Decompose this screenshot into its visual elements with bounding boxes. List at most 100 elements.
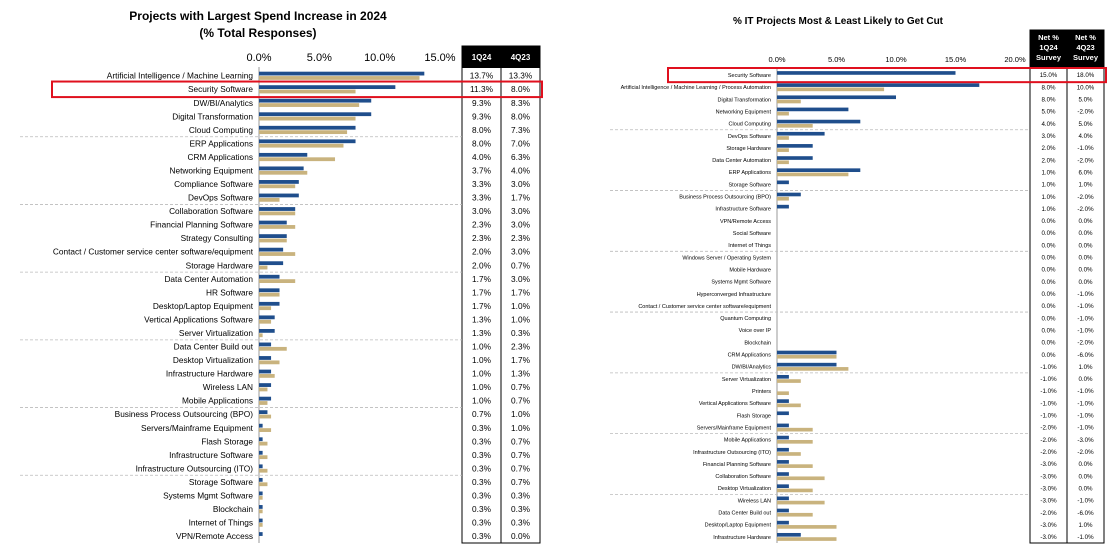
value-cell-series2: 6.3%: [511, 152, 531, 162]
x-tick-label: 20.0%: [1004, 55, 1026, 64]
value-cell-series1: -2.0%: [1040, 437, 1057, 444]
bar-series1: [777, 532, 801, 537]
bar-series1: [777, 131, 825, 136]
bar-series1: [777, 447, 789, 452]
bar-series1: [777, 95, 896, 100]
value-cell-series2: 0.0%: [1078, 473, 1093, 480]
value-cell-series1: -2.0%: [1040, 449, 1057, 456]
bar-series1: [259, 288, 280, 293]
category-label: Quantum Computing: [720, 316, 771, 322]
bar-series1: [259, 423, 263, 428]
category-label: Business Process Outsourcing (BPO): [679, 195, 771, 201]
value-cell-series1: 4.0%: [472, 152, 492, 162]
bar-series2: [259, 238, 287, 243]
bar-series1: [777, 119, 861, 124]
bar-series1: [259, 193, 299, 198]
value-cell-series1: -3.0%: [1040, 498, 1057, 505]
x-tick-label: 10.0%: [364, 52, 395, 64]
bar-series1: [777, 472, 789, 476]
value-cell-series2: 0.0%: [1078, 230, 1093, 237]
category-label: CRM Applications: [188, 152, 253, 162]
value-cell-series1: -2.0%: [1040, 510, 1057, 517]
value-table-column-header: Survey: [1036, 53, 1062, 62]
category-label: Flash Storage: [737, 413, 771, 419]
bar-series1: [259, 274, 280, 279]
category-label: Artificial Intelligence / Machine Learni…: [107, 71, 254, 81]
value-cell-series1: 2.3%: [472, 220, 492, 230]
value-cell-series1: 2.0%: [472, 247, 492, 257]
value-cell-series1: 3.3%: [472, 179, 492, 189]
value-cell-series2: 3.0%: [511, 206, 531, 216]
value-cell-series2: 7.0%: [511, 138, 531, 148]
value-cell-series2: 0.0%: [1078, 461, 1093, 468]
value-cell-series1: 9.3%: [472, 111, 492, 121]
bar-series1: [259, 328, 275, 333]
category-label: Digital Transformation: [172, 111, 253, 121]
category-label: Cloud Computing: [189, 125, 253, 135]
value-cell-series2: 3.0%: [511, 274, 531, 284]
bar-series1: [777, 374, 789, 379]
value-cell-series2: 4.0%: [1078, 133, 1093, 140]
value-cell-series1: 1.0%: [472, 369, 492, 379]
bar-series1: [777, 362, 837, 367]
value-cell-series2: 0.0%: [1078, 255, 1093, 262]
bar-series2: [259, 225, 296, 229]
bar-series2: [259, 495, 263, 500]
value-cell-series1: 8.0%: [1041, 97, 1056, 104]
value-cell-series2: 1.3%: [511, 369, 531, 379]
category-label: Mobile Applications: [724, 438, 771, 444]
bar-series1: [777, 484, 789, 489]
bar-series1: [259, 437, 263, 442]
value-cell-series1: 0.3%: [472, 436, 492, 446]
value-cell-series1: 0.0%: [1041, 242, 1056, 249]
value-cell-series2: -1.0%: [1077, 388, 1094, 395]
value-cell-series2: -2.0%: [1077, 157, 1094, 164]
category-label: VPN/Remote Access: [176, 531, 253, 541]
category-label: Internet of Things: [728, 243, 771, 249]
bar-series1: [259, 234, 287, 238]
bar-series2: [777, 148, 789, 152]
value-cell-series1: 1.0%: [472, 355, 492, 365]
spend-increase-chart: Projects with Largest Spend Increase in …: [20, 9, 543, 544]
category-label: Strategy Consulting: [181, 233, 254, 243]
category-label: Storage Software: [729, 182, 772, 188]
bar-series1: [259, 369, 272, 374]
value-cell-series1: 3.7%: [472, 165, 492, 175]
value-cell-series1: 0.3%: [472, 491, 492, 501]
value-cell-series1: 8.0%: [472, 125, 492, 135]
bar-series2: [777, 488, 813, 493]
bar-series2: [777, 439, 813, 444]
bar-series1: [259, 85, 396, 90]
x-tick-label: 15.0%: [945, 55, 967, 64]
category-label: Storage Hardware: [726, 146, 771, 152]
bar-series1: [259, 125, 356, 130]
value-cell-series1: 0.0%: [1041, 267, 1056, 274]
value-cell-series1: 0.0%: [1041, 255, 1056, 262]
value-cell-series2: -6.0%: [1077, 352, 1094, 359]
bar-series1: [777, 508, 789, 513]
bar-series1: [259, 450, 263, 455]
category-label: Infrastructure Hardware: [166, 369, 254, 379]
bar-series1: [259, 261, 284, 266]
x-tick-label: 15.0%: [424, 52, 455, 64]
value-cell-series1: 8.0%: [472, 138, 492, 148]
category-label: Infrastructure Hardware: [713, 535, 771, 541]
bar-series1: [259, 166, 304, 171]
value-cell-series2: 0.0%: [511, 531, 531, 541]
value-cell-series2: 0.7%: [511, 382, 531, 392]
value-cell-series2: -1.0%: [1077, 400, 1094, 407]
category-label: Networking Equipment: [716, 109, 772, 115]
value-cell-series1: 1.7%: [472, 287, 492, 297]
value-cell-series1: 0.3%: [472, 463, 492, 473]
category-label: Desktop/Laptop Equipment: [705, 523, 772, 529]
category-label: Systems Mgmt Software: [163, 491, 253, 501]
category-label: Financial Planning Software: [150, 220, 253, 230]
bar-series1: [259, 491, 263, 496]
bar-series2: [259, 306, 272, 311]
bar-series2: [259, 103, 360, 107]
category-label: Contact / Customer service center softwa…: [53, 247, 254, 257]
value-cell-series1: 1.7%: [472, 301, 492, 311]
value-cell-series2: -3.0%: [1077, 437, 1094, 444]
value-cell-series2: 1.0%: [1078, 522, 1093, 529]
bar-series2: [259, 414, 272, 419]
